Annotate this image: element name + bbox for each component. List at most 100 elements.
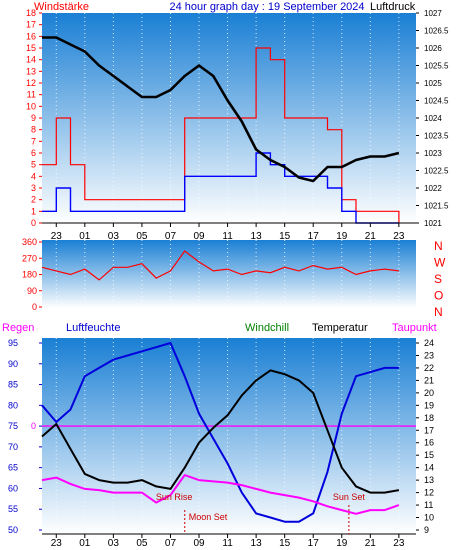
- humidity-tick-label: 95: [8, 338, 18, 348]
- temperature-tick-label: 12: [424, 488, 434, 498]
- x-tick-label: 15: [279, 231, 291, 242]
- temperature-series: [41, 369, 400, 494]
- x-tick-label: 09: [193, 538, 205, 549]
- x-tick-label: 09: [193, 231, 205, 242]
- left-tick-label: 11: [27, 90, 36, 100]
- right-tick-label: 1024: [424, 114, 442, 123]
- sun-rise-label: Sun Rise: [156, 492, 193, 502]
- temperature-tick-label: 23: [424, 350, 434, 360]
- wind-direction-series: [41, 250, 399, 281]
- temperature-tick-label: 13: [424, 475, 434, 485]
- right-tick-label: 1022.5: [424, 167, 449, 176]
- x-tick-label: 23: [393, 231, 405, 242]
- left-tick-label: 3: [31, 183, 36, 193]
- wind-speed-label: Windstärke: [34, 1, 89, 13]
- humidity-series: [41, 342, 399, 523]
- temperature-tick-label: 20: [424, 388, 434, 398]
- humidity-tick-label: 70: [8, 442, 18, 452]
- chart-title: 24 hour graph day : 19 September 2024: [169, 1, 364, 13]
- x-tick-label: 01: [79, 231, 91, 242]
- temp-humidity-plot: [42, 338, 416, 534]
- compass-label: S: [434, 272, 442, 286]
- left-tick-label: 14: [26, 55, 36, 65]
- x-tick-label: 21: [365, 231, 377, 242]
- temperature-tick-label: 18: [424, 413, 434, 423]
- wind-average-series: [42, 152, 399, 224]
- x-tick-label: 23: [393, 538, 405, 549]
- humidity-tick-label: 85: [8, 380, 18, 390]
- right-tick-label: 1023.5: [424, 132, 449, 141]
- direction-tick-label: 270: [22, 253, 37, 263]
- x-tick-label: 19: [336, 231, 348, 242]
- temperature-tick-label: 16: [424, 438, 434, 448]
- compass-label: O: [434, 289, 443, 303]
- x-tick-label: 21: [365, 538, 377, 549]
- temperature-tick-label: 10: [424, 513, 434, 523]
- humidity-tick-label: 50: [8, 525, 18, 535]
- direction-tick-label: 360: [22, 237, 37, 247]
- right-tick-label: 1021: [424, 219, 442, 228]
- rain-tick-label: 0: [31, 421, 36, 431]
- legend-humidity: Luftfeuchte: [66, 322, 120, 334]
- right-tick-label: 1026.5: [424, 27, 449, 36]
- temperature-tick-label: 17: [424, 425, 434, 435]
- left-tick-label: 16: [26, 31, 36, 41]
- temperature-tick-label: 21: [424, 375, 434, 385]
- right-tick-label: 1025: [424, 79, 442, 88]
- left-tick-label: 0: [31, 218, 36, 228]
- right-tick-label: 1025.5: [424, 62, 449, 71]
- x-tick-label: 05: [136, 231, 148, 242]
- humidity-tick-label: 90: [8, 359, 18, 369]
- x-tick-label: 17: [308, 231, 320, 242]
- left-tick-label: 17: [26, 20, 36, 30]
- compass-label: N: [434, 239, 443, 253]
- compass-label: N: [434, 305, 443, 319]
- temperature-tick-label: 22: [424, 363, 434, 373]
- temperature-tick-label: 19: [424, 400, 434, 410]
- x-tick-label: 11: [222, 538, 233, 549]
- humidity-tick-label: 75: [8, 421, 18, 431]
- right-tick-label: 1027: [424, 9, 442, 18]
- left-tick-label: 15: [26, 43, 36, 53]
- x-tick-label: 03: [108, 231, 120, 242]
- moon-set-label: Moon Set: [189, 512, 228, 522]
- x-tick-label: 01: [79, 538, 91, 549]
- left-tick-label: 6: [31, 148, 36, 158]
- legend-rain: Regen: [2, 322, 34, 334]
- left-tick-label: 8: [31, 125, 36, 135]
- temperature-tick-label: 14: [424, 463, 434, 473]
- x-tick-label: 07: [165, 538, 177, 549]
- direction-tick-label: 90: [27, 286, 37, 296]
- x-tick-label: 19: [336, 538, 348, 549]
- x-tick-label: 11: [222, 231, 233, 242]
- right-tick-label: 1023: [424, 149, 442, 158]
- temperature-tick-label: 11: [424, 500, 433, 510]
- temperature-tick-label: 9: [424, 525, 429, 535]
- left-tick-label: 1: [31, 206, 36, 216]
- x-tick-label: 15: [279, 538, 291, 549]
- right-tick-label: 1021.5: [424, 202, 449, 211]
- legend-windchill: Windchill: [245, 322, 289, 334]
- left-tick-label: 18: [26, 8, 36, 18]
- x-tick-label: 23: [51, 538, 63, 549]
- x-tick-label: 13: [251, 538, 263, 549]
- left-tick-label: 2: [31, 195, 36, 205]
- x-tick-label: 13: [251, 231, 263, 242]
- left-tick-label: 4: [31, 171, 36, 181]
- direction-tick-label: 180: [22, 270, 37, 280]
- pressure-label: Luftdruck: [370, 1, 416, 13]
- sun-set-label: Sun Set: [333, 492, 366, 502]
- dewpoint-series: [41, 474, 400, 515]
- right-tick-label: 1024.5: [424, 97, 449, 106]
- left-tick-label: 5: [31, 160, 36, 170]
- x-tick-label: 03: [108, 538, 120, 549]
- legend-dewpoint: Taupunkt: [392, 322, 437, 334]
- left-tick-label: 9: [31, 113, 36, 123]
- right-tick-label: 1022: [424, 184, 442, 193]
- x-tick-label: 23: [51, 231, 63, 242]
- left-tick-label: 10: [26, 101, 36, 111]
- humidity-tick-label: 80: [8, 400, 18, 410]
- direction-tick-label: 0: [32, 302, 37, 312]
- legend-temperature: Temperatur: [312, 322, 368, 334]
